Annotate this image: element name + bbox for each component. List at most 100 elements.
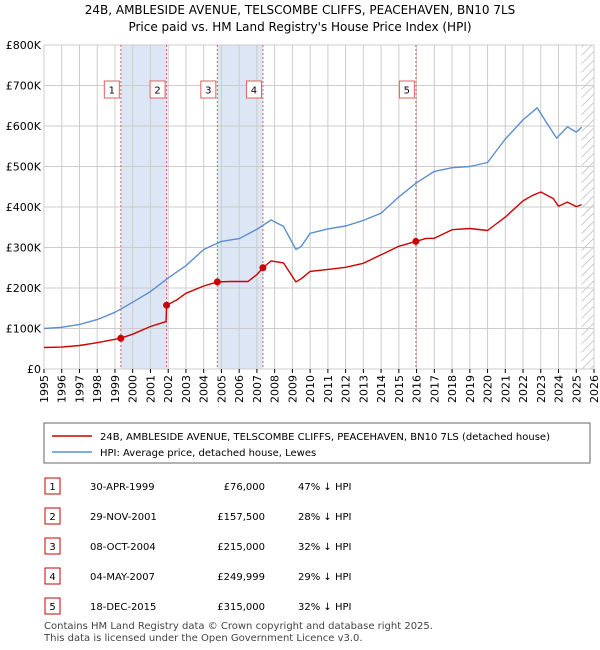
x-tick-label-2003: 2003 — [180, 375, 193, 403]
transaction-num-box — [44, 567, 61, 585]
x-tick-label-2016: 2016 — [411, 375, 424, 403]
sale-marker-box-5 — [398, 80, 415, 99]
sale-markers: 1 2 3 4 5 — [103, 80, 415, 99]
y-tick-label-8: £800K — [6, 39, 42, 52]
transaction-date: 29-NOV-2001 — [90, 512, 157, 523]
transaction-row: 2 29-NOV-2001 £157,500 28% ↓ HPI — [44, 507, 351, 525]
legend-box — [43, 422, 591, 464]
x-tick-label-2009: 2009 — [286, 375, 299, 403]
x-tick-label-2014: 2014 — [375, 375, 388, 403]
sale-marker-label-3: 3 — [205, 86, 211, 97]
x-tick-label-2018: 2018 — [446, 375, 459, 403]
grid-lines — [43, 44, 595, 370]
sale-marker-label-1: 1 — [109, 86, 115, 97]
sale-point-3 — [213, 278, 221, 286]
transaction-num-box — [44, 597, 61, 615]
hpi-line — [43, 107, 583, 330]
transaction-num-box — [44, 477, 61, 495]
chart-title-line2: Price paid vs. HM Land Registry's House … — [128, 20, 471, 34]
x-tick-label-2002: 2002 — [162, 375, 175, 403]
x-tick-label-2006: 2006 — [233, 375, 246, 403]
sale-marker-label-4: 4 — [251, 86, 257, 97]
transaction-date: 08-OCT-2004 — [90, 542, 156, 553]
x-tick-label-1999: 1999 — [109, 375, 122, 403]
transaction-price: £315,000 — [217, 602, 265, 613]
sale-marker-label-5: 5 — [404, 86, 410, 97]
transaction-date: 30-APR-1999 — [90, 482, 155, 493]
sale-marker-2: 2 — [149, 80, 166, 99]
y-tick-label-2: £200K — [6, 282, 42, 295]
legend-property-label: 24B, AMBLESIDE AVENUE, TELSCOMBE CLIFFS,… — [100, 432, 550, 443]
chart-title-line1: 24B, AMBLESIDE AVENUE, TELSCOMBE CLIFFS,… — [85, 3, 516, 17]
sale-points — [117, 237, 420, 342]
x-tick-label-2008: 2008 — [269, 375, 282, 403]
transaction-hpi-diff: 47% ↓ HPI — [298, 482, 351, 493]
transaction-date: 18-DEC-2015 — [90, 602, 156, 613]
transaction-hpi-diff: 32% ↓ HPI — [298, 542, 351, 553]
sale-marker-box-4 — [245, 80, 262, 99]
transaction-num-box — [44, 537, 61, 555]
transaction-price: £215,000 — [217, 542, 265, 553]
x-tick-label-2026: 2026 — [588, 375, 600, 403]
x-tick-label-2025: 2025 — [570, 375, 583, 403]
transaction-hpi-diff: 29% ↓ HPI — [298, 572, 351, 583]
x-tick-label-2015: 2015 — [393, 375, 406, 403]
sale-point-2 — [163, 301, 171, 309]
sale-marker-4: 4 — [245, 80, 262, 99]
x-tick-label-2001: 2001 — [144, 375, 157, 403]
transactions-table: 1 30-APR-1999 £76,000 47% ↓ HPI 2 29-NOV-2001… — [44, 477, 351, 615]
x-tick-label-1998: 1998 — [91, 375, 104, 403]
x-tick-label-2013: 2013 — [357, 375, 370, 403]
transaction-row: 3 08-OCT-2004 £215,000 32% ↓ HPI — [44, 537, 351, 555]
footer-line1: Contains HM Land Registry data © Crown c… — [44, 621, 433, 632]
x-tick-label-2022: 2022 — [517, 375, 530, 403]
x-tick-label-2017: 2017 — [428, 375, 441, 403]
transaction-row: 1 30-APR-1999 £76,000 47% ↓ HPI — [44, 477, 351, 495]
x-tick-label-2007: 2007 — [251, 375, 264, 403]
y-tick-label-5: £500K — [6, 161, 42, 174]
y-axis-ticks: £0 £100K £200K £300K £400K £500K £600K £700K £80… — [6, 39, 42, 376]
x-tick-label-1997: 1997 — [73, 375, 86, 403]
x-tick-label-2005: 2005 — [215, 375, 228, 403]
x-tick-label-1996: 1996 — [56, 375, 69, 403]
transaction-num: 4 — [49, 572, 55, 583]
series-lines — [43, 107, 583, 349]
y-tick-label-3: £300K — [6, 242, 42, 255]
property-price-line — [43, 191, 582, 349]
x-tick-label-2012: 2012 — [340, 375, 353, 403]
x-axis-ticks: 1995 1996 1997 1998 1999 2000 2001 2002 2003 2004… — [38, 369, 600, 403]
transaction-num: 3 — [49, 542, 55, 553]
y-tick-label-4: £400K — [6, 201, 42, 214]
x-tick-label-2019: 2019 — [464, 375, 477, 403]
transaction-num: 2 — [49, 512, 55, 523]
footer-line2: This data is licensed under the Open Gov… — [43, 633, 363, 644]
transaction-row: 4 04-MAY-2007 £249,999 29% ↓ HPI — [44, 567, 351, 585]
y-tick-label-7: £700K — [6, 80, 42, 93]
sale-marker-5: 5 — [398, 80, 415, 99]
transaction-num: 5 — [49, 602, 55, 613]
transaction-date: 04-MAY-2007 — [90, 572, 155, 583]
x-tick-label-2023: 2023 — [535, 375, 548, 403]
x-tick-label-2000: 2000 — [127, 375, 140, 403]
x-tick-label-2024: 2024 — [553, 375, 566, 403]
sale-marker-1: 1 — [103, 80, 120, 99]
transaction-row: 5 18-DEC-2015 £315,000 32% ↓ HPI — [44, 597, 351, 615]
sale-marker-box-1 — [103, 80, 120, 99]
transaction-hpi-diff: 32% ↓ HPI — [298, 602, 351, 613]
x-tick-label-1995: 1995 — [38, 375, 51, 403]
x-tick-label-2004: 2004 — [198, 375, 211, 403]
y-tick-label-6: £600K — [6, 120, 42, 133]
transaction-price: £76,000 — [224, 482, 265, 493]
y-tick-label-0: £0 — [27, 363, 41, 376]
sale-point-4 — [259, 264, 267, 272]
sale-marker-3: 3 — [200, 80, 217, 99]
transaction-num: 1 — [49, 482, 55, 493]
transaction-num-box — [44, 507, 61, 525]
transaction-price: £249,999 — [217, 572, 265, 583]
legend-hpi-label: HPI: Average price, detached house, Lewe… — [100, 448, 316, 459]
x-tick-label-2010: 2010 — [304, 375, 317, 403]
x-tick-label-2021: 2021 — [499, 375, 512, 403]
sale-marker-box-3 — [200, 80, 217, 99]
sale-point-5 — [412, 237, 420, 245]
